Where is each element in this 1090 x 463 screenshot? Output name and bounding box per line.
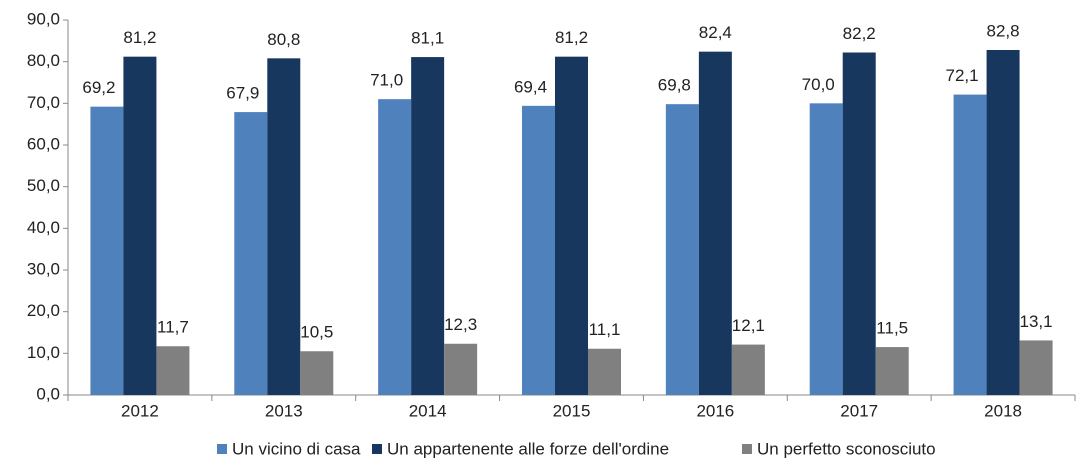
bar [875, 347, 909, 395]
bar [90, 106, 124, 396]
value-label: 69,4 [514, 77, 547, 96]
legend-swatch [372, 444, 382, 454]
bar [522, 105, 555, 395]
bar [809, 103, 843, 395]
x-tick-label: 2017 [840, 401, 878, 420]
value-label: 81,2 [555, 28, 588, 47]
x-tick-label: 2015 [553, 401, 591, 420]
x-tick-label: 2016 [696, 401, 734, 420]
bar [123, 56, 157, 396]
bar [234, 112, 268, 395]
value-label: 81,1 [411, 29, 444, 48]
y-tick-label: 80,0 [27, 51, 60, 70]
bar [378, 99, 412, 396]
value-label: 12,3 [444, 315, 477, 334]
bar [588, 348, 621, 395]
legend-label: Un vicino di casa [232, 439, 361, 458]
bar [665, 104, 699, 396]
y-tick-label: 0,0 [36, 384, 60, 403]
value-label: 69,2 [82, 78, 115, 97]
value-label: 82,2 [843, 24, 876, 43]
x-tick-label: 2014 [409, 401, 447, 420]
x-tick-label: 2012 [121, 401, 159, 420]
y-tick-label: 60,0 [27, 134, 60, 153]
value-label: 82,4 [699, 23, 732, 42]
value-label: 82,8 [987, 21, 1020, 40]
bar [698, 51, 732, 396]
y-tick-label: 20,0 [27, 301, 60, 320]
y-tick-label: 30,0 [27, 259, 60, 278]
bar [555, 56, 588, 396]
value-label: 10,5 [300, 323, 333, 342]
bar [731, 344, 765, 395]
value-label: 81,2 [123, 28, 156, 47]
y-tick-label: 70,0 [27, 93, 60, 112]
legend-label: Un appartenente alle forze dell'ordine [387, 439, 669, 458]
value-label: 11,5 [876, 319, 908, 338]
bar [842, 52, 876, 395]
bar [1019, 340, 1053, 395]
bar [986, 50, 1020, 395]
value-label: 72,1 [946, 66, 979, 85]
bar [444, 343, 478, 395]
x-tick-label: 2013 [265, 401, 303, 420]
bar [156, 346, 190, 395]
value-label: 11,1 [589, 320, 621, 339]
y-tick-label: 40,0 [27, 218, 60, 237]
value-label: 71,0 [370, 71, 403, 90]
value-label: 11,7 [157, 318, 189, 337]
value-label: 12,1 [732, 316, 765, 335]
bar [300, 351, 334, 395]
y-tick-label: 10,0 [27, 343, 60, 362]
legend-swatch [217, 444, 227, 454]
value-label: 69,8 [658, 76, 691, 95]
bar [411, 57, 445, 395]
value-label: 67,9 [226, 84, 259, 103]
x-tick-label: 2018 [984, 401, 1022, 420]
bar [953, 94, 987, 395]
y-tick-label: 90,0 [27, 9, 60, 28]
legend-label: Un perfetto sconosciuto [757, 439, 936, 458]
y-tick-label: 50,0 [27, 176, 60, 195]
legend-swatch [742, 444, 752, 454]
bar [267, 58, 301, 395]
value-label: 70,0 [802, 75, 835, 94]
value-label: 80,8 [267, 30, 300, 49]
value-label: 13,1 [1020, 312, 1053, 331]
